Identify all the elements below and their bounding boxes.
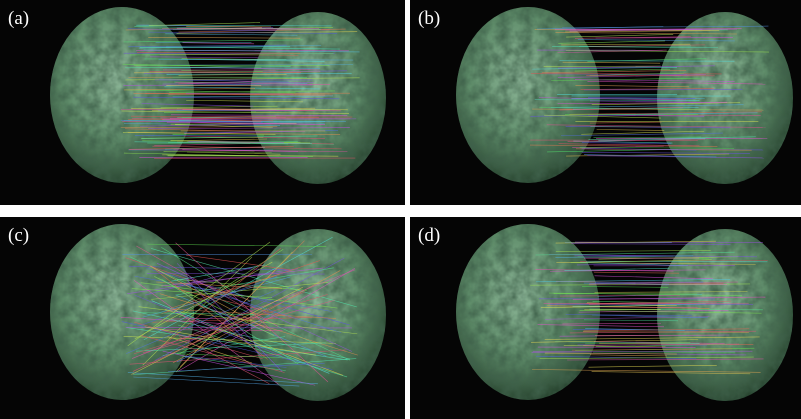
panel: (b) xyxy=(410,0,801,205)
figure: (a) (b) (c) (d) xyxy=(0,0,801,419)
asteroid-texture xyxy=(456,224,600,400)
panel-label: (a) xyxy=(8,8,29,29)
asteroid-texture xyxy=(657,229,793,401)
asteroid-texture xyxy=(456,7,600,183)
panel-label: (d) xyxy=(418,225,440,246)
panel: (a) xyxy=(0,0,405,205)
panel-label: (b) xyxy=(418,8,440,29)
panel: (d) xyxy=(410,217,801,419)
asteroid-texture xyxy=(50,7,194,183)
panel: (c) xyxy=(0,217,405,419)
panel-label: (c) xyxy=(8,225,29,246)
